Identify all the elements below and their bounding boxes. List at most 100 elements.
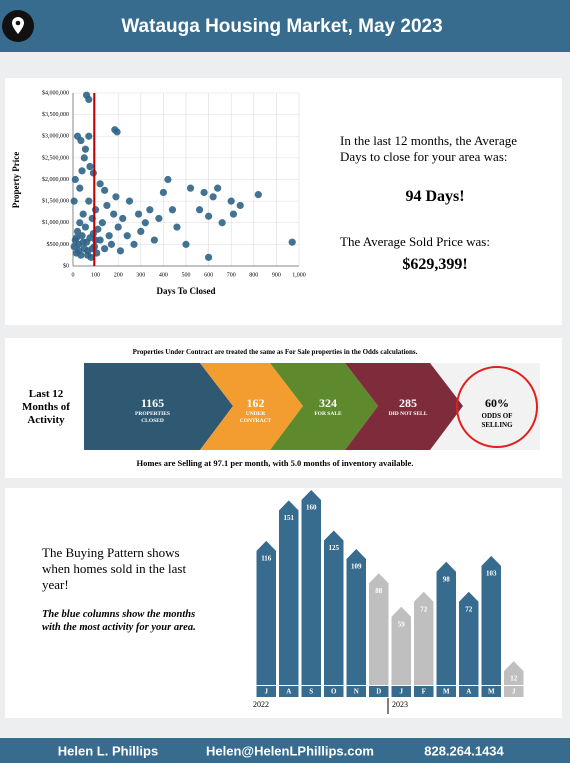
point (134, 210, 143, 218)
point (101, 186, 109, 194)
point (218, 219, 226, 227)
point (130, 240, 138, 248)
point (214, 184, 222, 192)
y-tick-label: $2,500,000 (42, 154, 69, 161)
point (72, 234, 80, 242)
point (75, 247, 83, 255)
point (114, 223, 122, 231)
footer-name: Helen L. Phillips (58, 743, 158, 758)
odds-label: ODDS OF SELLING (481, 412, 513, 429)
x-tick-label: 900 (272, 272, 281, 278)
bar (301, 490, 321, 685)
y-tick-label: $0 (63, 262, 69, 269)
stage-value: 324 (319, 396, 337, 410)
point (119, 214, 127, 223)
point (80, 154, 88, 162)
value-label: 72 (465, 605, 473, 613)
value-label: 109 (351, 563, 362, 571)
activity-summary: Homes are Selling at 97.1 per month, wit… (136, 458, 414, 468)
header-bar (0, 0, 570, 52)
stage-chevron (84, 363, 233, 450)
month-label: M (488, 688, 495, 696)
pin-hole (15, 20, 21, 26)
point (205, 253, 213, 261)
value-label: 151 (284, 514, 295, 522)
point (96, 180, 104, 188)
stage-label: PROPERTIES CLOSED (135, 411, 170, 424)
point (70, 197, 78, 205)
month-box (324, 686, 344, 697)
x-axis-label: Days To Closed (156, 286, 215, 296)
stage-value: 285 (399, 396, 417, 410)
value-label: 88 (375, 587, 383, 595)
point (200, 188, 208, 197)
stage-value: 162 (246, 396, 265, 410)
month-label: D (376, 688, 381, 696)
point (79, 238, 87, 246)
stage-label: FOR SALE (314, 411, 342, 417)
month-box (459, 686, 479, 697)
value-label: 12 (510, 675, 518, 683)
point (73, 132, 82, 140)
odds-backdrop (430, 363, 540, 450)
point (159, 188, 167, 197)
y-tick-label: $3,000,000 (42, 133, 69, 140)
value-label: 59 (398, 620, 406, 628)
bar (256, 540, 276, 685)
point (78, 232, 86, 240)
point (168, 206, 177, 214)
point (229, 210, 238, 218)
y-tick-label: $1,500,000 (42, 198, 69, 205)
point (227, 197, 235, 205)
odds-value: 60% (485, 396, 509, 410)
bar (414, 591, 434, 685)
point (125, 197, 134, 205)
point (164, 175, 172, 184)
bar (346, 548, 366, 685)
y-tick-label: $2,000,000 (42, 176, 69, 183)
price-value: $629,399! (402, 256, 468, 273)
point (103, 201, 111, 210)
point (236, 201, 244, 210)
pin (12, 17, 24, 34)
month-box (504, 686, 524, 697)
odds-circle (456, 366, 538, 448)
y-axis-label: Property Price (11, 152, 21, 209)
month-box (414, 686, 434, 697)
point (107, 240, 116, 248)
point (85, 132, 93, 140)
month-label: J (512, 688, 516, 696)
x-tick-label: 600 (204, 272, 213, 278)
month-box (391, 686, 411, 697)
point (71, 175, 79, 184)
value-label: 116 (261, 554, 272, 562)
point (173, 223, 181, 231)
month-box (256, 686, 276, 697)
x-tick-label: 800 (249, 272, 258, 278)
bar (481, 555, 501, 685)
y-tick-label: $4,000,000 (42, 89, 69, 96)
value-label: 125 (329, 544, 340, 552)
activity-note: Properties Under Contract are treated th… (132, 348, 418, 356)
bar (279, 500, 299, 685)
point (85, 95, 93, 104)
stage-chevron (270, 363, 378, 450)
bar (369, 573, 389, 685)
x-tick-label: 100 (91, 272, 100, 278)
point (79, 210, 87, 218)
month-box (346, 686, 366, 697)
point (141, 219, 149, 227)
y-tick-label: $3,500,000 (42, 111, 69, 118)
point (84, 251, 92, 259)
month-label: O (331, 688, 337, 696)
x-tick-label: 0 (72, 272, 75, 278)
stage-chevron (345, 363, 463, 450)
stage-value: 1165 (140, 396, 165, 410)
stage-label: UNDER CONTRACT (239, 411, 272, 424)
x-tick-label: 400 (159, 272, 168, 278)
panel (5, 78, 562, 325)
point (86, 162, 94, 171)
value-label: 160 (306, 504, 317, 512)
pattern-note: The blue columns show the months with th… (42, 609, 196, 633)
footer-bar (0, 738, 570, 763)
